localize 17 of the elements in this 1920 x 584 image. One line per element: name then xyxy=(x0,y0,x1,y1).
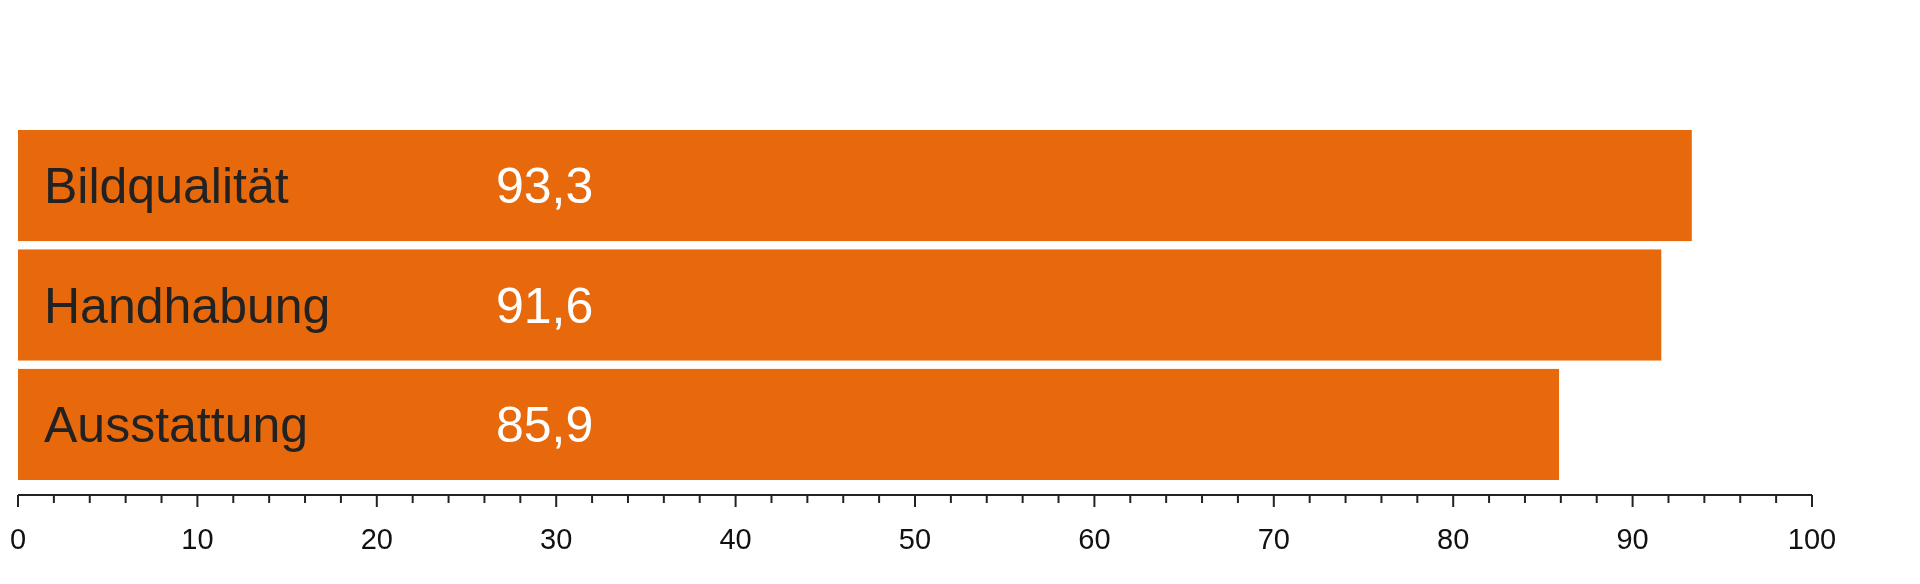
x-tick-label: 30 xyxy=(540,523,573,555)
y-tick-label: Handhabung xyxy=(44,277,331,334)
x-tick-label: 10 xyxy=(181,523,214,555)
data-label: 91,6 xyxy=(496,277,594,334)
x-tick-label: 0 xyxy=(9,523,27,555)
data-label: 93,3 xyxy=(496,158,594,215)
x-tick-label: 60 xyxy=(1078,523,1111,555)
y-tick-label: Bildqualität xyxy=(44,158,289,215)
x-tick-label: 100 xyxy=(1787,523,1837,555)
y-tick-label: Ausstattung xyxy=(44,396,309,453)
x-tick-label: 80 xyxy=(1437,523,1470,555)
x-tick-label: 70 xyxy=(1257,523,1290,555)
x-tick-label: 90 xyxy=(1616,523,1649,555)
x-tick-label: 20 xyxy=(360,523,393,555)
x-tick-label: 50 xyxy=(898,523,932,555)
data-label: 85,9 xyxy=(496,396,594,453)
x-tick-label: 40 xyxy=(719,523,752,555)
